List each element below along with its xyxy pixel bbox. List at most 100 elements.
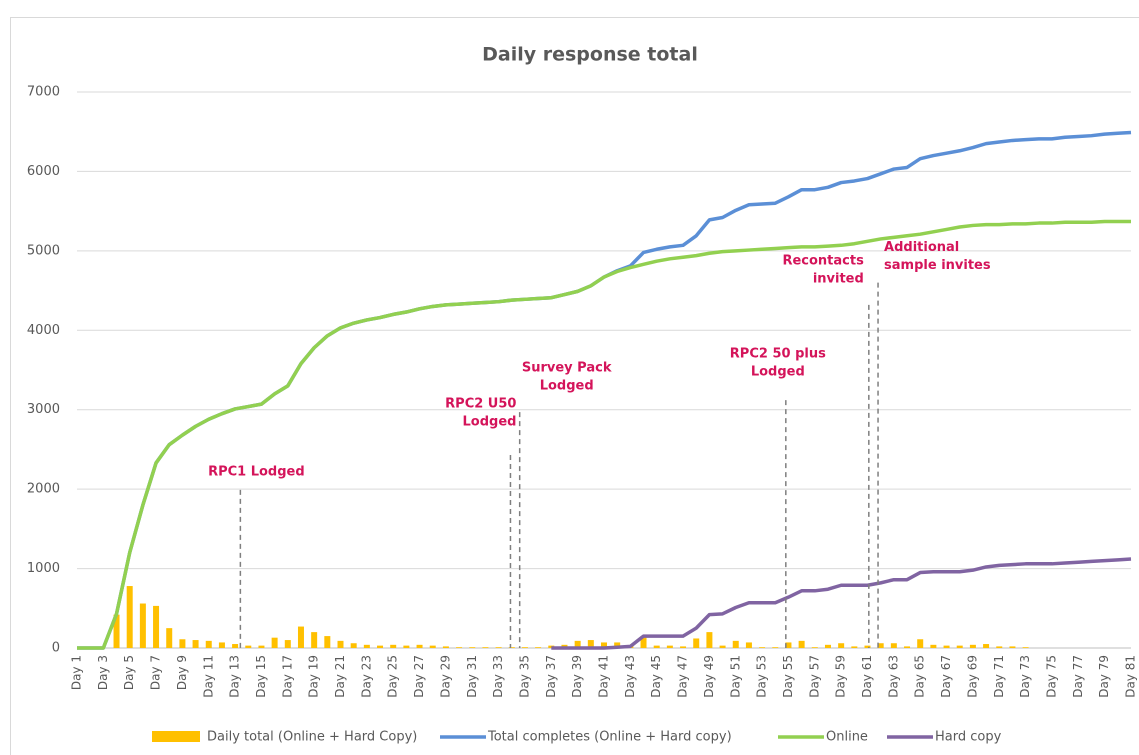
bar [877,643,884,648]
bar [192,640,199,648]
bar [601,642,607,648]
bar [943,645,950,648]
bar [785,642,792,648]
bar [535,647,542,648]
bar [772,647,779,648]
bar [851,646,858,648]
bar [297,626,304,648]
bar [824,644,831,648]
annotation-text: RPC2 50 plus [730,347,826,362]
x-tick-label: Day 9 [175,655,189,690]
bar [482,647,489,648]
x-tick-label: Day 21 [333,655,347,698]
annotation-text: RPC2 U50 [445,396,516,411]
x-tick-label: Day 29 [438,655,452,698]
annotation-text: Survey Pack [522,361,612,376]
y-tick-label: 0 [52,641,60,656]
x-tick-label: Day 11 [201,655,215,698]
bar [166,628,173,648]
x-tick-label: Day 49 [702,655,716,698]
bar [680,646,687,648]
bar [653,645,660,648]
y-tick-label: 5000 [27,243,60,258]
x-tick-label: Day 67 [939,655,953,698]
y-tick-label: 6000 [27,164,60,179]
x-tick-label: Day 51 [728,655,742,698]
bar [904,646,911,648]
bar [311,632,318,648]
x-tick-label: Day 57 [807,655,821,698]
x-tick-label: Day 59 [834,655,848,698]
bar [521,647,528,648]
x-tick-label: Day 65 [913,655,927,698]
x-tick-label: Day 27 [412,655,426,698]
x-tick-label: Day 15 [254,655,268,698]
x-tick-label: Day 19 [307,655,321,698]
bar [126,586,133,648]
bar [179,639,186,648]
annotation-text: RPC1 Lodged [208,464,305,479]
bar [113,614,120,648]
bar [363,644,370,648]
annotation-text: Lodged [463,414,517,429]
annotation-text: sample invites [884,258,991,273]
x-tick-label: Day 77 [1071,655,1085,698]
x-tick-label: Day 35 [517,655,531,698]
bar [377,645,384,648]
y-tick-label: 4000 [27,323,60,338]
bar [996,646,1003,648]
bar [917,639,924,648]
bar [587,640,594,648]
x-tick-label: Day 37 [544,655,558,698]
x-tick-label: Day 31 [465,655,479,698]
x-tick-label: Day 5 [122,655,136,690]
bar [218,642,225,648]
x-tick-label: Day 25 [386,655,400,698]
annotation-text: Additional [884,240,959,255]
x-tick-label: Day 73 [1018,655,1032,698]
bar [969,644,976,648]
bar [495,647,502,648]
bar [798,640,805,648]
x-tick-label: Day 61 [860,655,874,698]
bar [666,645,673,648]
annotation-text: Recontacts [782,253,864,268]
bar [1022,647,1029,648]
x-tick-label: Day 45 [649,655,663,698]
x-tick-label: Day 43 [623,655,637,698]
bar [390,644,397,648]
legend-swatch [152,731,200,742]
x-tick-label: Day 75 [1044,655,1058,698]
x-tick-label: Day 81 [1124,655,1138,698]
y-tick-label: 1000 [27,561,60,576]
bar [456,647,463,648]
annotation-text: Lodged [540,379,594,394]
bar [732,640,739,648]
bar [258,645,265,648]
chart-frame [10,17,1139,755]
x-tick-label: Day 13 [228,655,242,698]
bar [271,637,278,648]
bar [1009,646,1016,648]
bar [745,642,752,648]
x-tick-label: Day 23 [359,655,373,698]
bar [759,647,766,648]
y-tick-label: 2000 [27,482,60,497]
bar [811,647,818,648]
x-tick-label: Day 3 [96,655,110,690]
x-tick-label: Day 7 [149,655,163,690]
legend-label: Daily total (Online + Hard Copy) [207,730,417,745]
bar [890,643,897,648]
x-tick-label: Day 47 [676,655,690,698]
bar [930,644,937,648]
bar [508,647,515,648]
bar [640,636,647,648]
y-tick-label: 7000 [27,85,60,100]
bar [416,644,423,648]
bar [719,645,726,648]
line-series [77,219,1131,650]
legend-label: Online [826,730,868,745]
bar [284,640,291,648]
bar [706,632,713,648]
bar [139,603,146,648]
